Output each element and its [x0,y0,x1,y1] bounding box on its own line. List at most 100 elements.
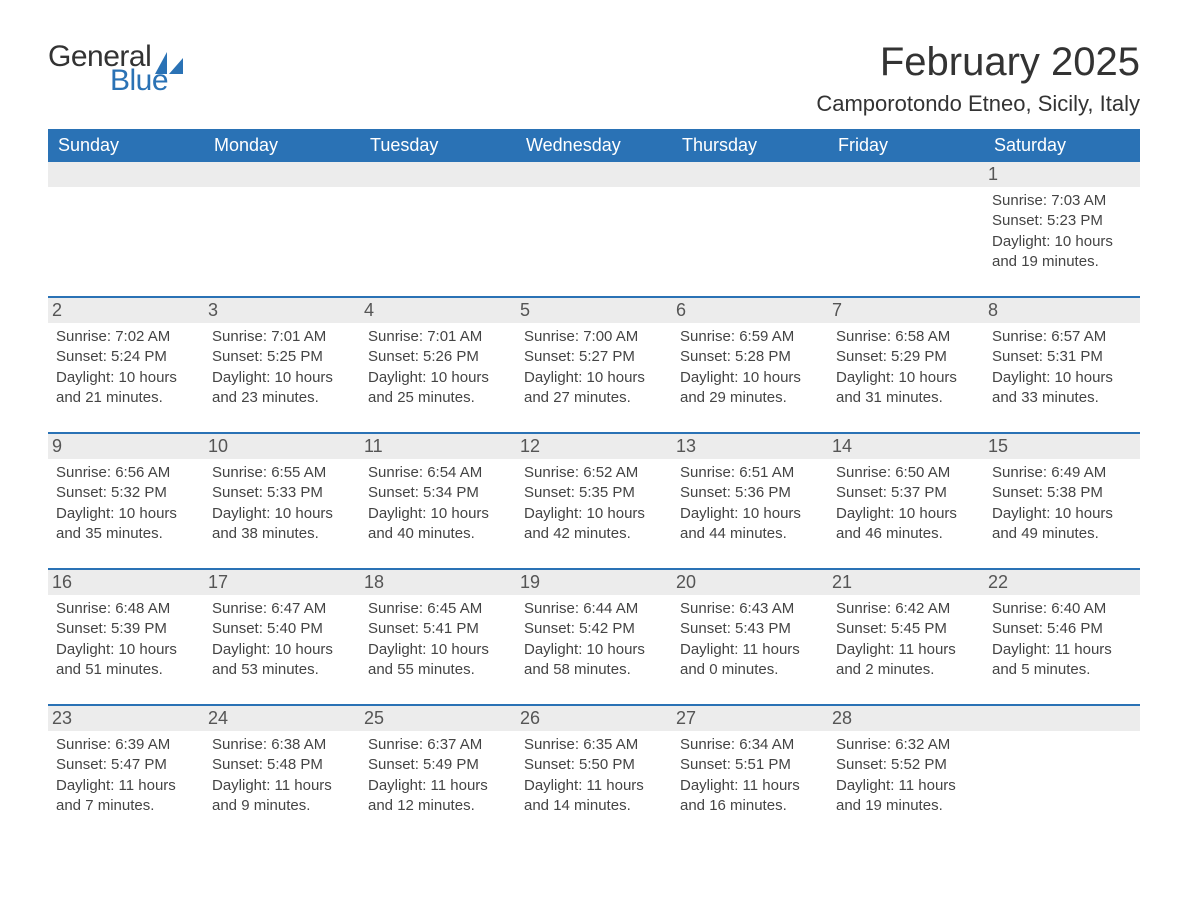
sunset-line: Sunset: 5:48 PM [212,755,352,775]
dow-cell: Monday [204,129,360,162]
sunset-line: Sunset: 5:41 PM [368,619,508,639]
daylight-line: Daylight: 11 hours and 7 minutes. [56,776,196,817]
day-number: 22 [984,570,1140,595]
day-info: Sunrise: 6:42 AMSunset: 5:45 PMDaylight:… [836,599,976,680]
sunset-line: Sunset: 5:26 PM [368,347,508,367]
sunrise-line: Sunrise: 7:02 AM [56,327,196,347]
daylight-line: Daylight: 10 hours and 40 minutes. [368,504,508,545]
day-number: 4 [360,298,516,323]
sunset-line: Sunset: 5:32 PM [56,483,196,503]
sunset-line: Sunset: 5:43 PM [680,619,820,639]
day-number: 16 [48,570,204,595]
day-cell: 3Sunrise: 7:01 AMSunset: 5:25 PMDaylight… [204,298,360,418]
dow-cell: Thursday [672,129,828,162]
day-info: Sunrise: 6:32 AMSunset: 5:52 PMDaylight:… [836,735,976,816]
day-info: Sunrise: 6:55 AMSunset: 5:33 PMDaylight:… [212,463,352,544]
logo: General Blue [48,40,183,98]
sunset-line: Sunset: 5:52 PM [836,755,976,775]
day-cell: 15Sunrise: 6:49 AMSunset: 5:38 PMDayligh… [984,434,1140,554]
day-info: Sunrise: 6:48 AMSunset: 5:39 PMDaylight:… [56,599,196,680]
day-cell: 5Sunrise: 7:00 AMSunset: 5:27 PMDaylight… [516,298,672,418]
sunrise-line: Sunrise: 6:44 AM [524,599,664,619]
day-cell: 12Sunrise: 6:52 AMSunset: 5:35 PMDayligh… [516,434,672,554]
sunrise-line: Sunrise: 6:51 AM [680,463,820,483]
day-number: 25 [360,706,516,731]
day-cell: 11 Sunrise: 6:54 AMSunset: 5:34 PMDayligh… [360,434,516,554]
day-cell: 27 Sunrise: 6:34 AMSunset: 5:51 PMDayligh… [672,706,828,826]
day-cell [828,162,984,282]
day-info: Sunrise: 6:51 AMSunset: 5:36 PMDaylight:… [680,463,820,544]
daylight-line: Daylight: 10 hours and 46 minutes. [836,504,976,545]
daylight-line: Daylight: 10 hours and 38 minutes. [212,504,352,545]
logo-sail-icon [155,52,183,74]
day-info: Sunrise: 7:02 AMSunset: 5:24 PMDaylight:… [56,327,196,408]
day-number [672,162,828,187]
sunset-line: Sunset: 5:39 PM [56,619,196,639]
daylight-line: Daylight: 11 hours and 5 minutes. [992,640,1132,681]
day-number: 15 [984,434,1140,459]
day-cell: 16 Sunrise: 6:48 AMSunset: 5:39 PMDayligh… [48,570,204,690]
day-info: Sunrise: 7:00 AMSunset: 5:27 PMDaylight:… [524,327,664,408]
daylight-line: Daylight: 11 hours and 16 minutes. [680,776,820,817]
sunset-line: Sunset: 5:51 PM [680,755,820,775]
day-cell: 26 Sunrise: 6:35 AMSunset: 5:50 PMDayligh… [516,706,672,826]
day-number: 17 [204,570,360,595]
sunset-line: Sunset: 5:46 PM [992,619,1132,639]
days-of-week-row: SundayMondayTuesdayWednesdayThursdayFrid… [48,129,1140,162]
day-number: 3 [204,298,360,323]
sunset-line: Sunset: 5:24 PM [56,347,196,367]
sunset-line: Sunset: 5:35 PM [524,483,664,503]
day-cell: 13Sunrise: 6:51 AMSunset: 5:36 PMDayligh… [672,434,828,554]
day-info: Sunrise: 6:54 AMSunset: 5:34 PMDaylight:… [368,463,508,544]
daylight-line: Daylight: 10 hours and 23 minutes. [212,368,352,409]
day-number: 11 [360,434,516,459]
sunrise-line: Sunrise: 6:59 AM [680,327,820,347]
daylight-line: Daylight: 10 hours and 29 minutes. [680,368,820,409]
day-number: 8 [984,298,1140,323]
day-number: 14 [828,434,984,459]
dow-cell: Wednesday [516,129,672,162]
day-info: Sunrise: 6:45 AMSunset: 5:41 PMDaylight:… [368,599,508,680]
day-info: Sunrise: 6:38 AMSunset: 5:48 PMDaylight:… [212,735,352,816]
daylight-line: Daylight: 11 hours and 14 minutes. [524,776,664,817]
sunset-line: Sunset: 5:36 PM [680,483,820,503]
day-number: 24 [204,706,360,731]
day-number: 23 [48,706,204,731]
day-info: Sunrise: 6:59 AMSunset: 5:28 PMDaylight:… [680,327,820,408]
month-title: February 2025 [816,40,1140,85]
sunrise-line: Sunrise: 6:47 AM [212,599,352,619]
sunset-line: Sunset: 5:37 PM [836,483,976,503]
sunrise-line: Sunrise: 6:55 AM [212,463,352,483]
sunrise-line: Sunrise: 7:01 AM [212,327,352,347]
day-cell [360,162,516,282]
day-info: Sunrise: 6:35 AMSunset: 5:50 PMDaylight:… [524,735,664,816]
day-info: Sunrise: 6:40 AMSunset: 5:46 PMDaylight:… [992,599,1132,680]
sunset-line: Sunset: 5:29 PM [836,347,976,367]
day-number: 7 [828,298,984,323]
day-cell: 9Sunrise: 6:56 AMSunset: 5:32 PMDaylight… [48,434,204,554]
day-info: Sunrise: 6:47 AMSunset: 5:40 PMDaylight:… [212,599,352,680]
sunset-line: Sunset: 5:27 PM [524,347,664,367]
day-cell: 24 Sunrise: 6:38 AMSunset: 5:48 PMDayligh… [204,706,360,826]
day-cell: 4Sunrise: 7:01 AMSunset: 5:26 PMDaylight… [360,298,516,418]
daylight-line: Daylight: 11 hours and 0 minutes. [680,640,820,681]
sunrise-line: Sunrise: 6:34 AM [680,735,820,755]
daylight-line: Daylight: 10 hours and 58 minutes. [524,640,664,681]
day-number: 27 [672,706,828,731]
sunrise-line: Sunrise: 6:32 AM [836,735,976,755]
sunrise-line: Sunrise: 6:48 AM [56,599,196,619]
day-number: 26 [516,706,672,731]
sunset-line: Sunset: 5:49 PM [368,755,508,775]
day-info: Sunrise: 6:39 AMSunset: 5:47 PMDaylight:… [56,735,196,816]
day-cell: 6Sunrise: 6:59 AMSunset: 5:28 PMDaylight… [672,298,828,418]
day-cell: 23 Sunrise: 6:39 AMSunset: 5:47 PMDayligh… [48,706,204,826]
day-info: Sunrise: 6:52 AMSunset: 5:35 PMDaylight:… [524,463,664,544]
sunset-line: Sunset: 5:50 PM [524,755,664,775]
daylight-line: Daylight: 10 hours and 53 minutes. [212,640,352,681]
day-cell: 7Sunrise: 6:58 AMSunset: 5:29 PMDaylight… [828,298,984,418]
week-row: 2Sunrise: 7:02 AMSunset: 5:24 PMDaylight… [48,296,1140,418]
day-number: 21 [828,570,984,595]
sunrise-line: Sunrise: 6:45 AM [368,599,508,619]
sunrise-line: Sunrise: 6:58 AM [836,327,976,347]
sunrise-line: Sunrise: 7:03 AM [992,191,1132,211]
